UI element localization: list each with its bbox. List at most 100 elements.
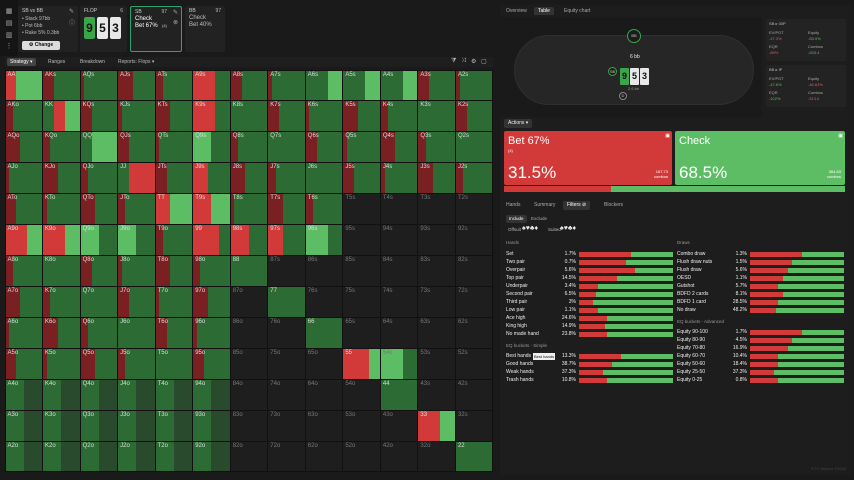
hand-cell-a2s[interactable]: A2s bbox=[455, 70, 493, 101]
grid-icon[interactable]: ▦ bbox=[5, 8, 13, 15]
tab-overview[interactable]: Overview bbox=[506, 8, 527, 14]
hand-cell-j2s[interactable]: J2s bbox=[455, 163, 493, 194]
hand-cell-a3o[interactable]: A3o bbox=[5, 410, 43, 441]
hand-cell-t7s[interactable]: T7s bbox=[268, 194, 305, 225]
hand-cell-q5o[interactable]: Q5o bbox=[80, 348, 118, 379]
hand-cell-qjo[interactable]: QJo bbox=[80, 163, 118, 194]
hand-cell-q3s[interactable]: Q3s bbox=[418, 132, 455, 163]
hand-cell-k4s[interactable]: K4s bbox=[380, 101, 418, 132]
hand-cell-54s[interactable]: 54s bbox=[380, 348, 418, 379]
hand-cell-42o[interactable]: 42o bbox=[380, 441, 418, 472]
hand-cell-63o[interactable]: 63o bbox=[305, 410, 343, 441]
hand-cell-33[interactable]: 33 bbox=[418, 410, 455, 441]
hand-cell-77[interactable]: 77 bbox=[268, 286, 305, 317]
subtab-exclude[interactable]: Exclude bbox=[531, 216, 548, 221]
filter-row[interactable]: Trash hands 10.8% bbox=[506, 377, 674, 384]
hand-cell-q4s[interactable]: Q4s bbox=[380, 132, 418, 163]
filter-row[interactable]: No made hand 23.8% bbox=[506, 331, 674, 338]
hand-cell-j3o[interactable]: J3o bbox=[118, 410, 155, 441]
hand-cell-83s[interactable]: 83s bbox=[418, 256, 455, 286]
hand-cell-55[interactable]: 55 bbox=[343, 348, 380, 379]
hand-cell-94o[interactable]: 94o bbox=[193, 379, 230, 410]
hand-cell-k5s[interactable]: K5s bbox=[343, 101, 380, 132]
hand-cell-t9s[interactable]: T9s bbox=[193, 194, 230, 225]
hand-cell-a4s[interactable]: A4s bbox=[380, 70, 418, 101]
info-icon[interactable]: ⓘ bbox=[69, 21, 76, 27]
hand-cell-95o[interactable]: 95o bbox=[193, 348, 230, 379]
hand-cell-t3o[interactable]: T3o bbox=[155, 410, 193, 441]
hand-cell-t5s[interactable]: T5s bbox=[343, 194, 380, 225]
hand-cell-84o[interactable]: 84o bbox=[230, 379, 268, 410]
hand-cell-64o[interactable]: 64o bbox=[305, 379, 343, 410]
filter-row[interactable]: Second pair 6.5% bbox=[506, 291, 674, 298]
hand-cell-j6o[interactable]: J6o bbox=[118, 317, 155, 348]
hand-cell-t4o[interactable]: T4o bbox=[155, 379, 193, 410]
hand-cell-96o[interactable]: 96o bbox=[193, 317, 230, 348]
hand-cell-j9o[interactable]: J9o bbox=[118, 225, 155, 256]
hand-cell-jto[interactable]: JTo bbox=[118, 194, 155, 225]
hand-cell-q7s[interactable]: Q7s bbox=[268, 132, 305, 163]
hand-cell-j7o[interactable]: J7o bbox=[118, 286, 155, 317]
hand-cell-q3o[interactable]: Q3o bbox=[80, 410, 118, 441]
filter-row[interactable]: Overpair 5.6% bbox=[506, 267, 674, 274]
hand-cell-t8o[interactable]: T8o bbox=[155, 256, 193, 286]
filter-row[interactable]: Best hands 13.3% Best hands bbox=[506, 353, 674, 360]
hand-cell-t4s[interactable]: T4s bbox=[380, 194, 418, 225]
hand-cell-k6o[interactable]: K6o bbox=[43, 317, 80, 348]
hand-cell-87s[interactable]: 87s bbox=[268, 256, 305, 286]
offsuit-suits[interactable]: ♠♥♣♦ bbox=[522, 225, 539, 232]
hand-cell-87o[interactable]: 87o bbox=[230, 286, 268, 317]
hand-cell-a8o[interactable]: A8o bbox=[5, 256, 43, 286]
filter-row[interactable]: King high 14.9% bbox=[506, 323, 674, 330]
hand-cell-q8s[interactable]: Q8s bbox=[230, 132, 268, 163]
hand-cell-85s[interactable]: 85s bbox=[343, 256, 380, 286]
filter-icon[interactable]: ⧩ bbox=[451, 58, 457, 64]
hand-cell-98s[interactable]: 98s bbox=[230, 225, 268, 256]
filter-row[interactable]: Combo draw 1.3% bbox=[677, 251, 845, 258]
hand-cell-kjo[interactable]: KJo bbox=[43, 163, 80, 194]
hand-cell-ajs[interactable]: AJs bbox=[118, 70, 155, 101]
tab-equity-chart[interactable]: Equity chart bbox=[564, 8, 591, 14]
hand-cell-a9s[interactable]: A9s bbox=[193, 70, 230, 101]
flop-node[interactable]: FLOP 6 9 5 3 bbox=[80, 6, 127, 52]
hand-cell-q6o[interactable]: Q6o bbox=[80, 317, 118, 348]
hand-cell-kk[interactable]: KK bbox=[43, 101, 80, 132]
filter-row[interactable]: Equity 25-50 37.3% bbox=[677, 369, 845, 376]
hand-cell-aks[interactable]: AKs bbox=[43, 70, 80, 101]
filter-row[interactable]: Two pair 0.7% bbox=[506, 259, 674, 266]
hand-cell-k2o[interactable]: K2o bbox=[43, 441, 80, 472]
hand-cell-a9o[interactable]: A9o bbox=[5, 225, 43, 256]
hand-cell-k8o[interactable]: K8o bbox=[43, 256, 80, 286]
sb-delete-icon[interactable]: ⊗ bbox=[172, 20, 178, 26]
hand-cell-88[interactable]: 88 bbox=[230, 256, 268, 286]
tab-reports[interactable]: Reports: Flops ▾ bbox=[118, 59, 155, 65]
hand-cell-94s[interactable]: 94s bbox=[380, 225, 418, 256]
seat-sb[interactable]: SB bbox=[608, 67, 617, 76]
hand-cell-ato[interactable]: ATo bbox=[5, 194, 43, 225]
filter-row[interactable]: Low pair 1.1% bbox=[506, 307, 674, 314]
hand-cell-22[interactable]: 22 bbox=[455, 441, 493, 472]
seat-bb[interactable]: BB bbox=[627, 29, 641, 43]
hand-cell-98o[interactable]: 98o bbox=[193, 256, 230, 286]
filter-row[interactable]: Set 1.7% bbox=[506, 251, 674, 258]
hand-cell-a6o[interactable]: A6o bbox=[5, 317, 43, 348]
change-button[interactable]: ⚙ Change bbox=[22, 41, 60, 50]
hand-cell-93o[interactable]: 93o bbox=[193, 410, 230, 441]
tab-summary[interactable]: Summary bbox=[534, 202, 556, 208]
hand-cell-q6s[interactable]: Q6s bbox=[305, 132, 343, 163]
filter-row[interactable]: Weak hands 37.3% bbox=[506, 369, 674, 376]
hand-cell-k2s[interactable]: K2s bbox=[455, 101, 493, 132]
tab-table[interactable]: Table bbox=[534, 7, 554, 15]
hand-cell-97o[interactable]: 97o bbox=[193, 286, 230, 317]
hand-cell-a4o[interactable]: A4o bbox=[5, 379, 43, 410]
filter-row[interactable]: Flush draw 5.6% bbox=[677, 267, 845, 274]
hand-cell-65s[interactable]: 65s bbox=[343, 317, 380, 348]
hand-cell-k9o[interactable]: K9o bbox=[43, 225, 80, 256]
hand-cell-k6s[interactable]: K6s bbox=[305, 101, 343, 132]
filter-row[interactable]: BDFD 1 card 28.5% bbox=[677, 299, 845, 306]
hand-cell-q7o[interactable]: Q7o bbox=[80, 286, 118, 317]
bb-node[interactable]: BB 97 Check Bet 40% bbox=[185, 6, 225, 52]
shuffle-icon[interactable]: ⤨ bbox=[461, 58, 466, 64]
filter-row[interactable]: Equity 50-60 18.4% bbox=[677, 361, 845, 368]
actions-dropdown[interactable]: Actions ▾ bbox=[504, 119, 533, 128]
